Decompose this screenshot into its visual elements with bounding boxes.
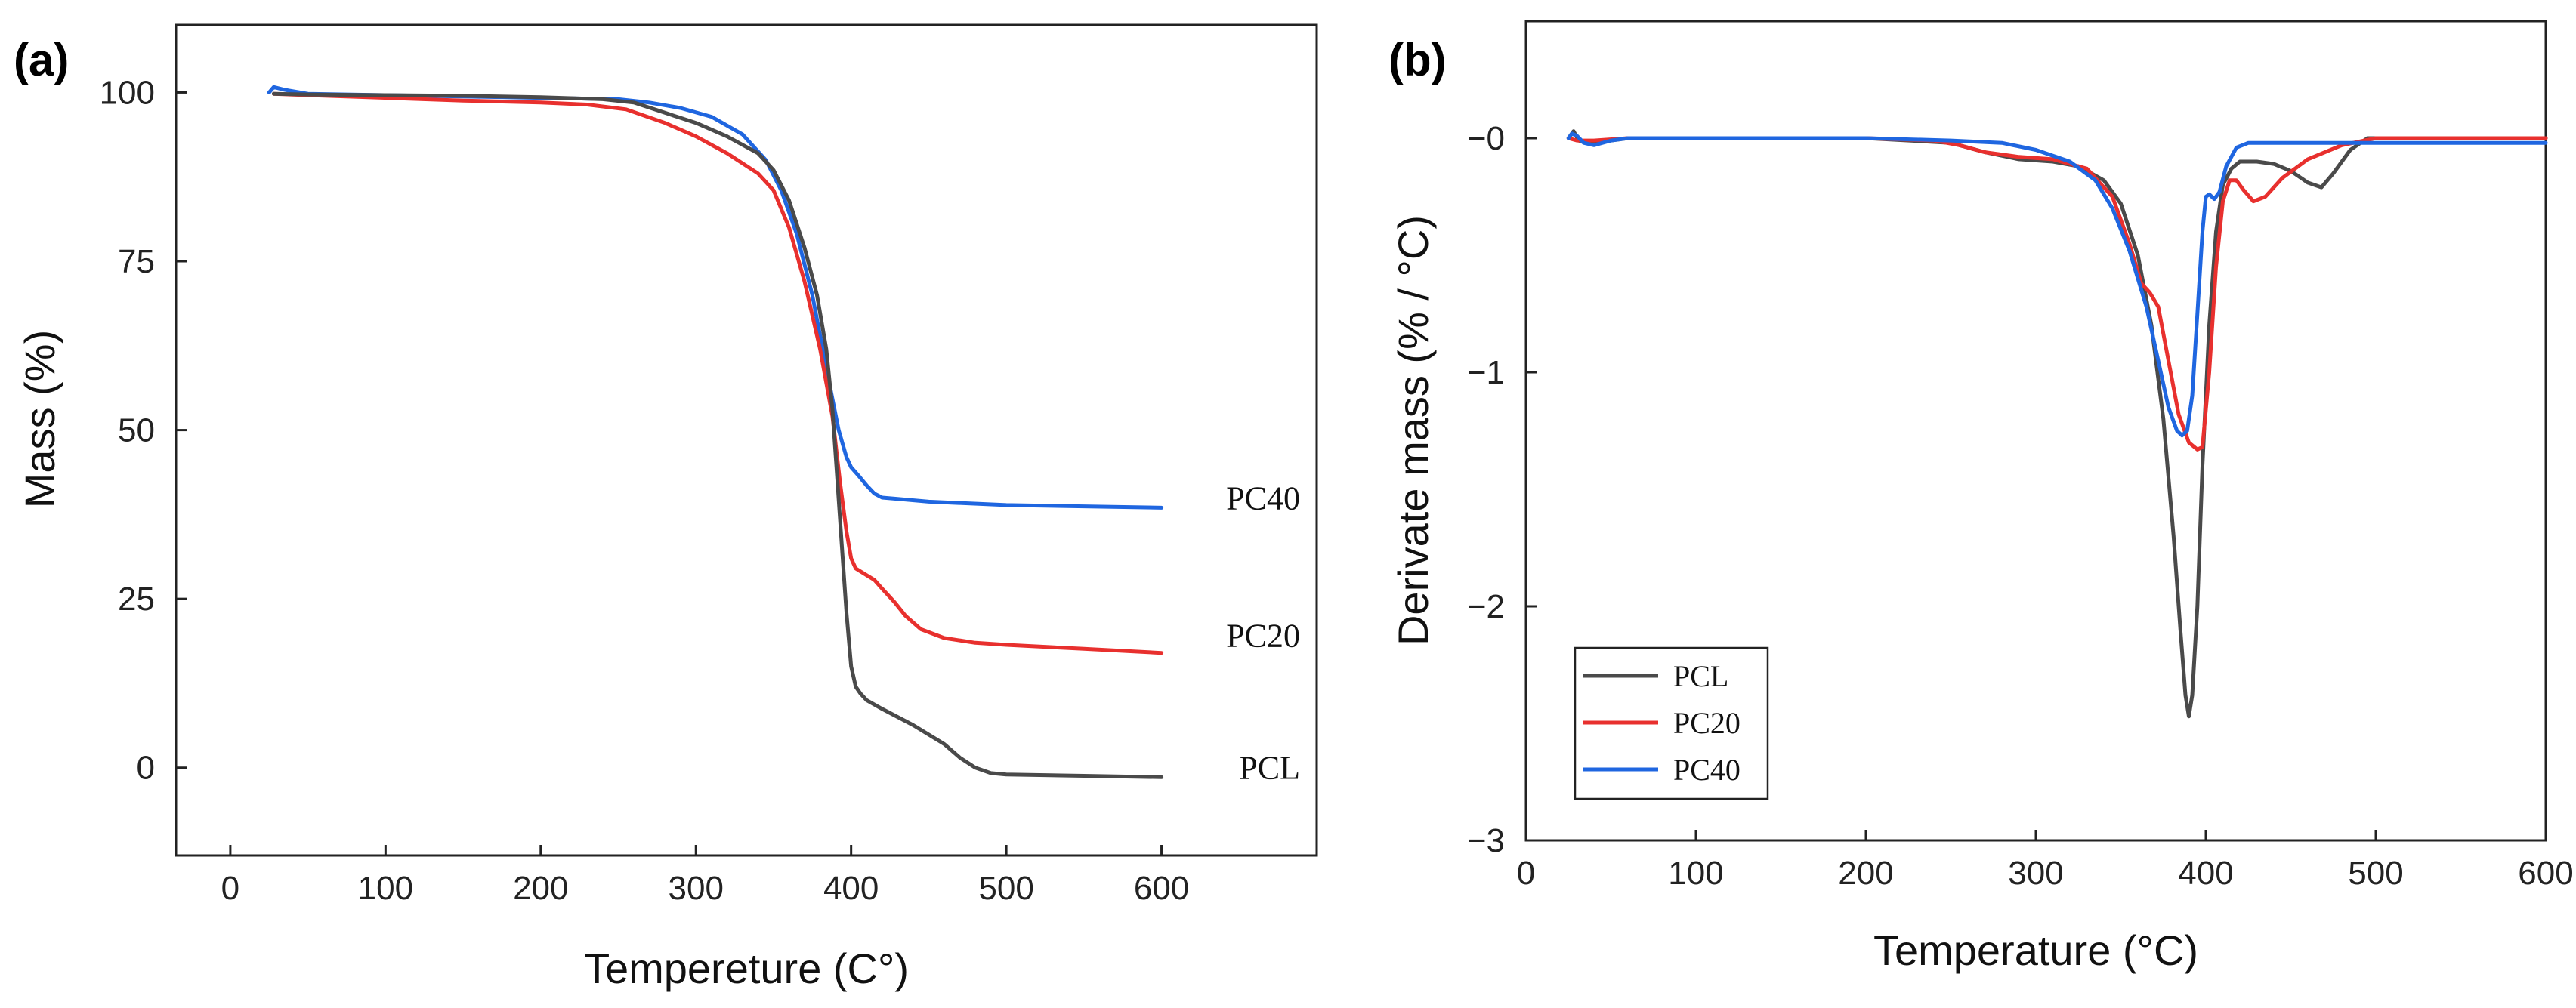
panel-b-legend: PCL PC20 PC40 (1574, 646, 1769, 800)
panel-a-plot-frame (175, 23, 1318, 857)
x-tick-label: 300 (2008, 855, 2063, 892)
y-tick-label: 50 (118, 412, 155, 449)
y-tick-label: 25 (118, 581, 155, 618)
x-tick-label: 0 (221, 870, 239, 907)
x-tick-label: 600 (2518, 855, 2573, 892)
panel-b-series (1566, 129, 2548, 719)
x-tick-label: 400 (2178, 855, 2233, 892)
x-tick-label: 200 (1838, 855, 1893, 892)
x-tick-label: 500 (2348, 855, 2403, 892)
series-line-pc40 (267, 85, 1164, 510)
series-line-pc20 (271, 91, 1164, 655)
panel-b-x-axis-title: Temperature (°C) (1873, 926, 2198, 974)
x-tick-label: 300 (669, 870, 724, 907)
y-tick-label: 75 (118, 243, 155, 280)
panel-a-ticks: 0 100 200 300 400 500 600 0 25 50 75 100 (100, 74, 1190, 907)
x-tick-label: 600 (1134, 870, 1189, 907)
end-label-pcl: PCL (1239, 749, 1300, 786)
panel-a-end-labels: PC40 PC20 PCL (1226, 479, 1300, 786)
y-tick-label: 0 (137, 750, 155, 787)
x-tick-label: 400 (823, 870, 879, 907)
panel-b-y-axis-title: Derivate mass (% / °C) (1389, 215, 1437, 646)
legend-label-pc20: PC20 (1673, 706, 1740, 740)
panel-a-y-axis-title: Mass (%) (16, 330, 63, 508)
series-line-pcl (271, 91, 1164, 779)
y-tick-label: 100 (100, 74, 155, 111)
panel-b-tag: (b) (1388, 35, 1447, 85)
panel-a-x-axis-title: Tempereture (C°) (584, 945, 909, 992)
panel-a-tag: (a) (14, 35, 69, 85)
panel-b-derivative-chart: (b) 0 100 200 300 400 500 600−3−2−1−0 PCLPC20P… (1388, 20, 2574, 974)
y-tick-label: −1 (1467, 354, 1505, 391)
y-tick-label: −3 (1467, 822, 1505, 859)
panel-b-ticks: 0 100 200 300 400 500 600 −3 −2 −1 −0 (1467, 120, 2574, 892)
panel-a-series (267, 85, 1164, 779)
y-tick-label: −0 (1467, 120, 1505, 157)
legend-label-pc40: PC40 (1673, 753, 1740, 787)
x-tick-label: 500 (978, 870, 1033, 907)
x-tick-label: 0 (1517, 855, 1535, 892)
end-label-pc20: PC20 (1226, 618, 1300, 655)
y-tick-label: −2 (1467, 588, 1505, 625)
series-line-pcl (1566, 129, 2548, 719)
legend-label-pcl: PCL (1673, 659, 1728, 693)
series-line-pc20 (1566, 136, 2548, 452)
x-tick-label: 100 (1668, 855, 1723, 892)
series-line-pc40 (1566, 131, 2548, 438)
x-tick-label: 100 (358, 870, 413, 907)
x-tick-label: 200 (513, 870, 568, 907)
end-label-pc40: PC40 (1226, 479, 1300, 516)
